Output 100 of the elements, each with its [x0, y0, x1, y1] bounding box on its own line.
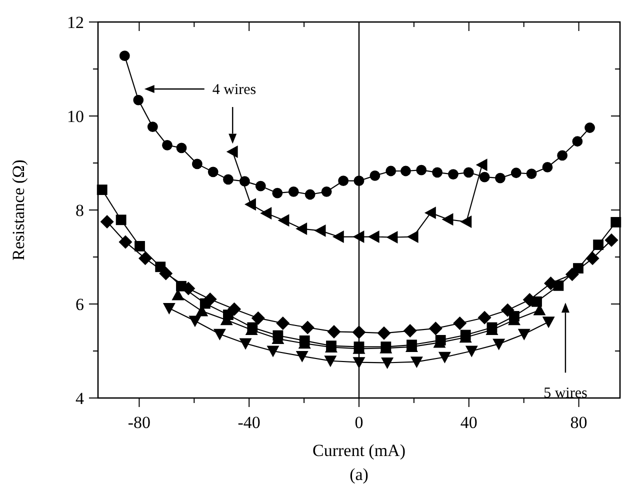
point: [352, 357, 366, 369]
point: [510, 168, 522, 178]
annotation: 5 wires: [544, 386, 588, 402]
point: [255, 180, 266, 192]
point: [465, 346, 478, 358]
point: [542, 316, 555, 328]
point: [162, 303, 176, 314]
x-tick-label: 0: [354, 413, 364, 432]
point: [453, 316, 467, 330]
point: [260, 207, 272, 220]
point: [96, 184, 108, 195]
point: [192, 158, 202, 170]
point: [381, 358, 394, 369]
point: [188, 316, 202, 328]
point: [133, 94, 144, 106]
point: [610, 217, 622, 228]
point: [203, 292, 217, 306]
point: [244, 198, 256, 211]
annotation: 4 wires: [212, 82, 256, 98]
point: [251, 311, 265, 325]
point: [338, 176, 349, 186]
point: [448, 169, 458, 180]
y-tick-label: 6: [76, 295, 84, 314]
point: [403, 324, 417, 338]
point: [176, 142, 187, 154]
point: [500, 303, 514, 317]
point: [478, 310, 492, 324]
point: [332, 230, 344, 244]
point: [438, 352, 451, 364]
y-tick-label: 8: [76, 201, 84, 220]
point: [304, 189, 316, 200]
point: [272, 188, 283, 198]
point: [352, 230, 364, 244]
point: [100, 214, 114, 229]
point: [518, 328, 530, 340]
point: [296, 350, 308, 362]
point: [354, 176, 364, 186]
point: [377, 326, 391, 340]
point: [239, 338, 252, 350]
x-tick-label: 40: [460, 413, 478, 432]
point: [368, 230, 380, 244]
point: [324, 356, 337, 368]
point: [223, 174, 234, 185]
point: [138, 252, 152, 266]
point: [492, 338, 506, 350]
point: [288, 186, 299, 197]
point: [296, 222, 308, 236]
point: [300, 320, 314, 334]
point: [321, 186, 332, 197]
point: [370, 170, 380, 181]
point: [276, 316, 290, 330]
point: [442, 213, 454, 226]
y-axis-title: Resistance (Ω): [9, 160, 28, 260]
point: [584, 122, 595, 133]
y-tick-label: 10: [67, 107, 84, 126]
point: [119, 50, 130, 62]
point: [147, 122, 158, 132]
point: [460, 216, 472, 228]
point: [463, 167, 474, 178]
point: [159, 266, 173, 280]
x-tick-label: 80: [570, 413, 588, 432]
point: [266, 346, 280, 358]
point: [162, 140, 172, 150]
point: [386, 231, 398, 244]
point: [352, 325, 366, 339]
text: (a): [350, 465, 368, 484]
point: [400, 166, 411, 176]
point: [428, 322, 442, 336]
point: [557, 150, 568, 161]
y-tick-label: 4: [76, 389, 84, 408]
point: [424, 206, 436, 220]
point: [565, 268, 579, 282]
point: [593, 240, 604, 250]
point: [495, 172, 506, 184]
point: [314, 224, 326, 237]
point: [278, 214, 290, 227]
point: [586, 252, 600, 266]
point: [410, 356, 423, 368]
point: [118, 235, 132, 249]
point: [476, 158, 488, 172]
point: [542, 162, 553, 172]
point: [432, 167, 442, 178]
point: [416, 164, 427, 176]
point: [228, 302, 242, 316]
point: [479, 172, 490, 182]
x-axis-title: Current (mA): [312, 441, 406, 460]
point: [134, 240, 145, 252]
point: [526, 168, 537, 180]
point: [604, 233, 618, 247]
point: [386, 166, 396, 176]
x-tick-label: -40: [238, 413, 260, 432]
point: [226, 145, 238, 158]
x-tick-label: -80: [128, 413, 151, 432]
point: [327, 324, 341, 338]
y-tick-label: 12: [67, 13, 84, 32]
point: [406, 230, 418, 244]
point: [116, 214, 126, 226]
point: [213, 328, 226, 340]
point: [208, 166, 218, 178]
point: [572, 136, 583, 147]
